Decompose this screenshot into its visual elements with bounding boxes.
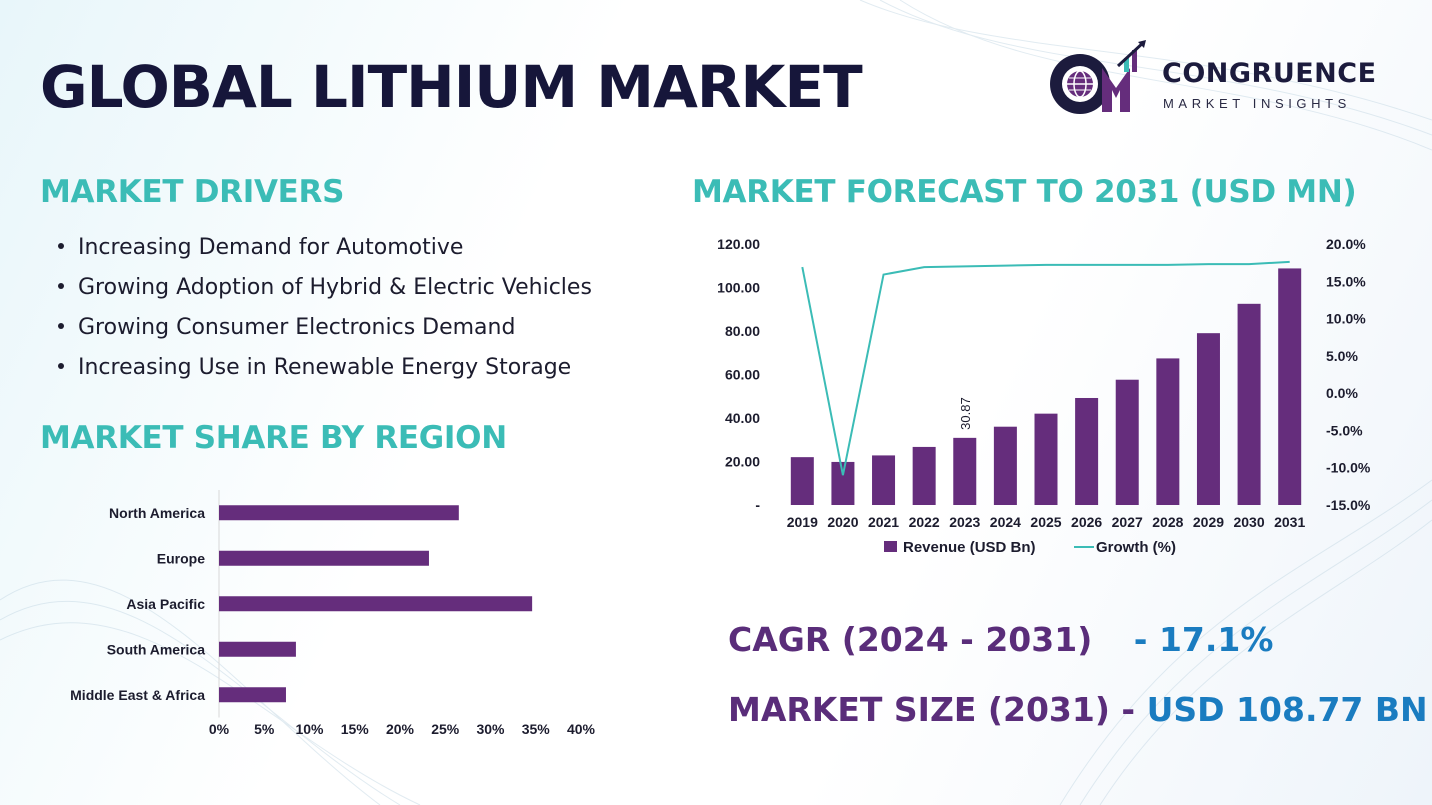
bar bbox=[1156, 358, 1180, 505]
x-tick-label: 2022 bbox=[909, 514, 940, 530]
category-label: Europe bbox=[157, 550, 205, 566]
x-tick-label: 2021 bbox=[868, 514, 899, 530]
share-heading: MARKET SHARE BY REGION bbox=[40, 420, 507, 456]
x-tick-label: 2030 bbox=[1233, 514, 1264, 530]
x-tick-label: 2023 bbox=[949, 514, 980, 530]
drivers-heading: MARKET DRIVERS bbox=[40, 174, 345, 210]
y-right-tick-label: 0.0% bbox=[1326, 385, 1358, 401]
legend-swatch-revenue bbox=[884, 541, 897, 552]
company-logo: CONGRUENCE MARKET INSIGHTS bbox=[1044, 40, 1404, 120]
y-right-tick-label: 10.0% bbox=[1326, 311, 1366, 327]
region-share-chart: North America Europe Asia Pacific South Ame… bbox=[70, 490, 596, 737]
page-title: GLOBAL LITHIUM MARKET bbox=[40, 53, 863, 121]
cm-globe-logo-icon bbox=[1050, 40, 1146, 114]
category-label: Middle East & Africa bbox=[70, 687, 205, 703]
x-tick-label: 2024 bbox=[990, 514, 1021, 530]
driver-text: Increasing Use in Renewable Energy Stora… bbox=[78, 355, 572, 380]
driver-item: Growing Adoption of Hybrid & Electric Ve… bbox=[58, 268, 592, 308]
bar bbox=[1237, 303, 1261, 505]
category-label: South America bbox=[107, 641, 205, 657]
x-tick-label: 35% bbox=[522, 721, 551, 737]
bullet-icon bbox=[58, 323, 64, 329]
x-tick-label: 2028 bbox=[1152, 514, 1183, 530]
bar bbox=[790, 457, 814, 505]
x-tick-label: 25% bbox=[431, 721, 460, 737]
bar bbox=[953, 437, 977, 505]
x-tick-label: 2029 bbox=[1193, 514, 1224, 530]
y-right-tick-label: 20.0% bbox=[1326, 236, 1366, 252]
bar bbox=[831, 461, 855, 505]
x-tick-label: 0% bbox=[209, 721, 230, 737]
driver-item: Growing Consumer Electronics Demand bbox=[58, 308, 592, 348]
bar bbox=[1075, 397, 1099, 505]
x-tick-label: 2027 bbox=[1112, 514, 1143, 530]
logo-tagline: MARKET INSIGHTS bbox=[1163, 96, 1351, 111]
bullet-icon bbox=[58, 363, 64, 369]
drivers-list: Increasing Demand for Automotive Growing… bbox=[58, 228, 592, 388]
category-label: North America bbox=[109, 505, 205, 521]
y-left-tick-label: 40.00 bbox=[725, 410, 760, 426]
driver-item: Increasing Use in Renewable Energy Stora… bbox=[58, 348, 592, 388]
market-size-stat: MARKET SIZE (2031) - USD 108.77 BN bbox=[728, 690, 1428, 729]
bullet-icon bbox=[58, 283, 64, 289]
x-tick-label: 2026 bbox=[1071, 514, 1102, 530]
category-label: Asia Pacific bbox=[126, 596, 205, 612]
bar bbox=[219, 596, 533, 612]
y-left-tick-label: 60.00 bbox=[725, 367, 760, 383]
cagr-stat: CAGR (2024 - 2031) - 17.1% bbox=[728, 620, 1273, 659]
bar bbox=[219, 550, 429, 566]
bar bbox=[219, 687, 286, 703]
x-tick-label: 2019 bbox=[787, 514, 818, 530]
forecast-chart: - 20.00 40.00 60.00 80.00 100.00 120.00 -15.0% -… bbox=[717, 236, 1371, 556]
x-tick-label: 15% bbox=[341, 721, 370, 737]
x-tick-label: 40% bbox=[567, 721, 596, 737]
bar bbox=[1278, 268, 1302, 505]
bar bbox=[219, 641, 296, 657]
x-tick-label: 2025 bbox=[1030, 514, 1061, 530]
driver-text: Growing Adoption of Hybrid & Electric Ve… bbox=[78, 275, 592, 300]
bar bbox=[219, 505, 459, 521]
x-tick-label: 5% bbox=[254, 721, 275, 737]
driver-text: Growing Consumer Electronics Demand bbox=[78, 315, 516, 340]
cagr-value: - 17.1% bbox=[1133, 620, 1274, 659]
x-tick-label: 20% bbox=[386, 721, 415, 737]
y-left-tick-label: 100.00 bbox=[717, 280, 760, 296]
market-size-dash: - bbox=[1109, 690, 1147, 729]
x-tick-label: 30% bbox=[476, 721, 505, 737]
growth-line bbox=[801, 260, 1290, 476]
y-right-tick-label: 5.0% bbox=[1326, 348, 1358, 364]
x-tick-label: 2020 bbox=[827, 514, 858, 530]
y-right-tick-label: -15.0% bbox=[1326, 497, 1371, 513]
y-right-tick-label: 15.0% bbox=[1326, 273, 1366, 289]
logo-name: CONGRUENCE bbox=[1162, 58, 1377, 89]
y-right-tick-label: -5.0% bbox=[1326, 422, 1363, 438]
bar bbox=[993, 426, 1017, 505]
bar bbox=[1034, 413, 1058, 505]
bar bbox=[1115, 379, 1139, 505]
x-tick-label: 10% bbox=[295, 721, 324, 737]
bar bbox=[872, 455, 896, 505]
legend-label: Growth (%) bbox=[1096, 539, 1176, 556]
y-left-tick-label: - bbox=[755, 497, 760, 513]
bullet-icon bbox=[58, 243, 64, 249]
forecast-heading: MARKET FORECAST TO 2031 (USD MN) bbox=[692, 174, 1357, 210]
bar bbox=[912, 446, 936, 505]
legend-label: Revenue (USD Bn) bbox=[903, 539, 1036, 556]
y-left-tick-label: 80.00 bbox=[725, 323, 760, 339]
y-right-tick-label: -10.0% bbox=[1326, 460, 1371, 476]
market-size-value: USD 108.77 BN bbox=[1146, 690, 1428, 729]
bar bbox=[1196, 333, 1220, 505]
driver-item: Increasing Demand for Automotive bbox=[58, 228, 592, 268]
market-size-label: MARKET SIZE (2031) bbox=[728, 690, 1110, 729]
y-left-tick-label: 20.00 bbox=[725, 454, 760, 470]
data-label: 30.87 bbox=[958, 397, 973, 430]
x-tick-label: 2031 bbox=[1274, 514, 1305, 530]
y-left-tick-label: 120.00 bbox=[717, 236, 760, 252]
driver-text: Increasing Demand for Automotive bbox=[78, 235, 464, 260]
cagr-label: CAGR (2024 - 2031) bbox=[728, 620, 1093, 659]
